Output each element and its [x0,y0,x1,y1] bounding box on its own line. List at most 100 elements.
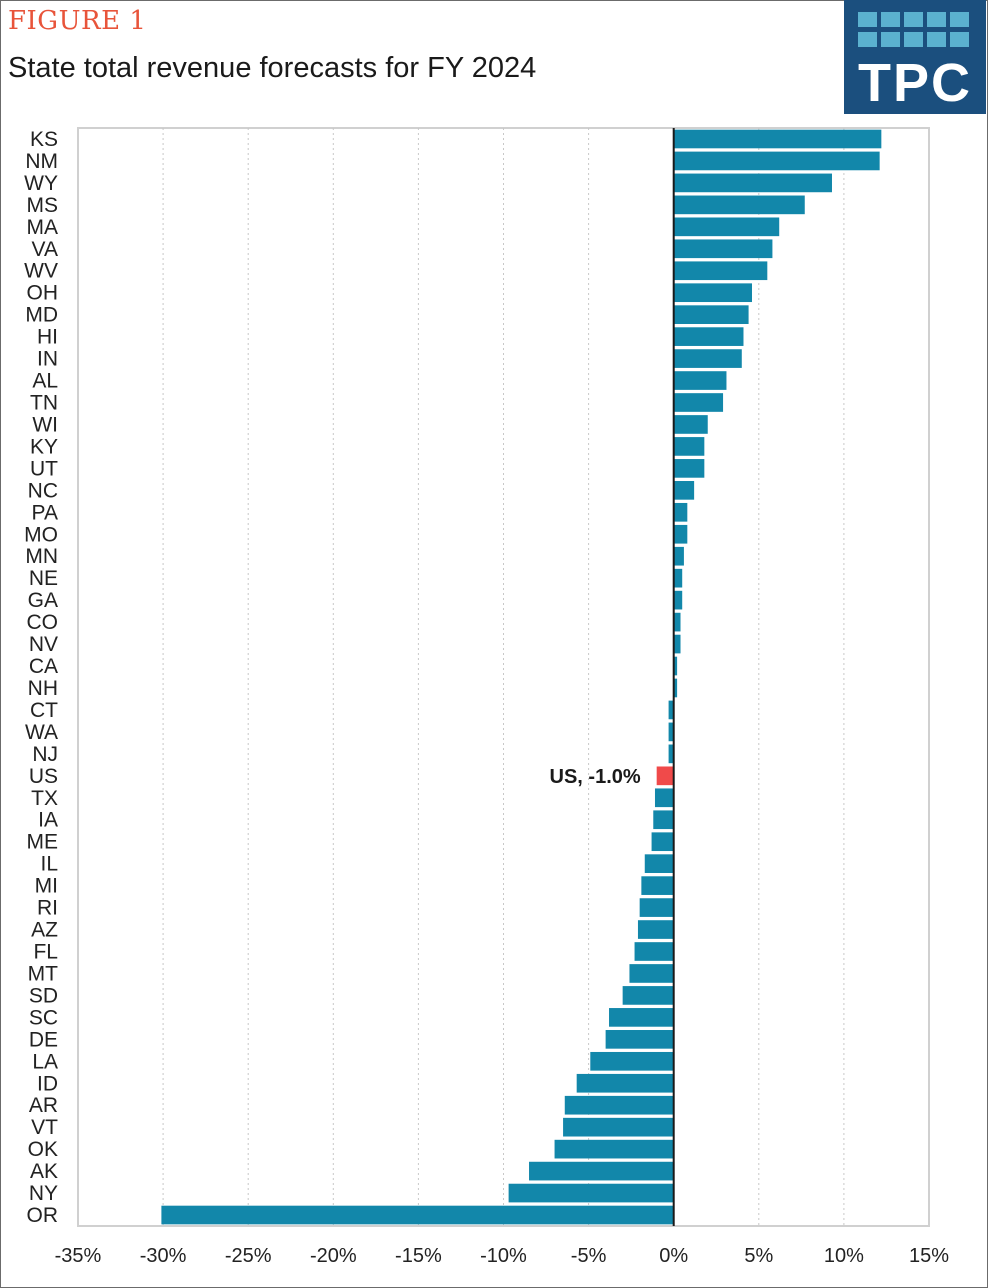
category-label: GA [28,589,58,612]
tpc-logo: TPC [844,0,986,114]
category-label: MA [27,216,59,239]
x-tick-label: -35% [55,1245,102,1267]
x-tick-label: -10% [480,1245,527,1267]
bar [508,1183,674,1203]
category-label: RI [37,897,58,920]
category-label: CT [30,699,58,722]
x-tick-label: 5% [744,1245,773,1267]
bar [673,415,708,434]
category-label: IA [38,809,58,832]
category-label: FL [33,941,58,964]
x-tick-label: -20% [310,1245,357,1267]
bar [673,283,752,303]
bar [590,1051,674,1071]
highlight-annotation: US, -1.0% [550,766,641,788]
bar [637,920,674,939]
chart-title: State total revenue forecasts for FY 202… [8,52,537,84]
bar [673,217,780,237]
bar [668,700,674,720]
bar [673,151,880,171]
category-label: IN [37,348,58,371]
bar [673,173,832,193]
bar [673,349,742,368]
category-label: OR [27,1204,59,1227]
category-label: KY [30,435,58,458]
category-label: OK [28,1138,58,1161]
category-label: SC [29,1006,58,1029]
category-label: KS [30,128,58,151]
category-label: AZ [31,919,58,942]
category-label: MS [27,194,59,217]
category-label: TX [31,787,58,810]
bar [673,327,744,346]
bar [673,371,727,390]
category-label: US [29,765,58,788]
bar [576,1073,674,1093]
category-label: CO [27,611,59,634]
bar [529,1161,674,1181]
category-label: CA [29,655,58,678]
bar [609,1008,674,1027]
bar [673,393,724,412]
category-label: VA [32,238,58,261]
bar [673,656,678,676]
category-label: UT [30,457,58,480]
bar [673,612,681,632]
bar [651,832,674,852]
category-label: MI [35,875,58,898]
category-label: WA [25,721,58,744]
category-label: NM [25,150,58,173]
category-label: MT [28,962,58,985]
x-tick-label: -15% [395,1245,442,1267]
bar [563,1117,674,1137]
category-label: IL [40,853,58,876]
bar [668,744,674,764]
bar [673,590,683,610]
x-tick-label: 15% [909,1245,949,1267]
x-tick-label: -5% [571,1245,607,1267]
bar [673,568,683,588]
category-label: HI [37,326,58,349]
bar [564,1095,674,1115]
x-tick-label: 10% [824,1245,864,1267]
bar [673,195,805,215]
bar [673,634,681,654]
bar [634,942,674,961]
bar [673,239,773,259]
category-label: DE [29,1028,58,1051]
bar [673,437,705,456]
category-label: NY [29,1182,58,1205]
bar [641,876,674,895]
bar [673,481,695,500]
bar [654,788,674,808]
category-label: AR [29,1094,58,1117]
category-label: MD [25,304,58,327]
bar [622,986,674,1005]
bar [639,898,674,917]
bar [673,546,684,566]
x-tick-label: 0% [659,1245,688,1267]
category-label: NH [28,677,58,700]
category-label: WY [24,172,58,195]
bar [629,964,674,983]
category-label: ME [27,831,59,854]
bar [653,810,674,830]
category-label: MO [24,523,58,546]
category-label: SD [29,984,58,1007]
category-label: MN [25,545,58,568]
bar-highlight [656,766,674,786]
category-label: NC [28,479,58,502]
category-label: VT [31,1116,58,1139]
bar [161,1205,674,1225]
x-tick-label: -30% [140,1245,187,1267]
bar [673,305,749,324]
bar [673,261,768,281]
category-label: OH [27,282,59,305]
bar [668,722,674,742]
x-tick-label: -25% [225,1245,272,1267]
bar [673,524,688,544]
bar [605,1030,674,1049]
bar [673,502,688,522]
category-label: PA [32,501,58,524]
